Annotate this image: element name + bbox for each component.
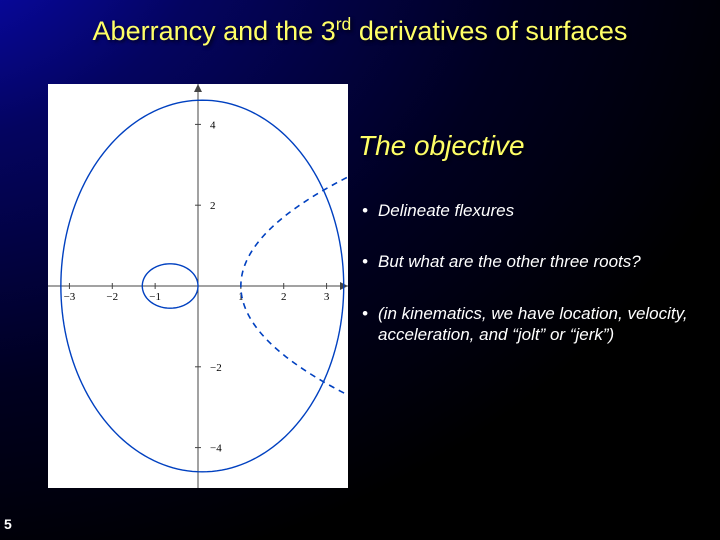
- bullet-item: Delineate flexures: [378, 200, 690, 221]
- bullet-item: (in kinematics, we have location, veloci…: [378, 303, 690, 346]
- bullet-item: But what are the other three roots?: [378, 251, 690, 272]
- svg-text:2: 2: [281, 291, 287, 303]
- svg-text:−4: −4: [210, 443, 222, 455]
- svg-text:−1: −1: [149, 291, 161, 303]
- bullet-list: Delineate flexures But what are the othe…: [362, 200, 690, 375]
- objective-heading: The objective: [358, 130, 525, 162]
- graph-svg: −3−2−1123−4−224: [48, 84, 348, 488]
- svg-text:2: 2: [210, 200, 216, 212]
- svg-text:3: 3: [324, 291, 330, 303]
- svg-text:−2: −2: [210, 362, 222, 374]
- svg-text:4: 4: [210, 119, 216, 131]
- page-number: 5: [4, 516, 12, 532]
- svg-text:−3: −3: [64, 291, 76, 303]
- svg-text:−2: −2: [106, 291, 118, 303]
- slide-title: Aberrancy and the 3rd derivatives of sur…: [0, 14, 720, 47]
- graph-panel: −3−2−1123−4−224: [48, 84, 348, 488]
- slide: Aberrancy and the 3rd derivatives of sur…: [0, 0, 720, 540]
